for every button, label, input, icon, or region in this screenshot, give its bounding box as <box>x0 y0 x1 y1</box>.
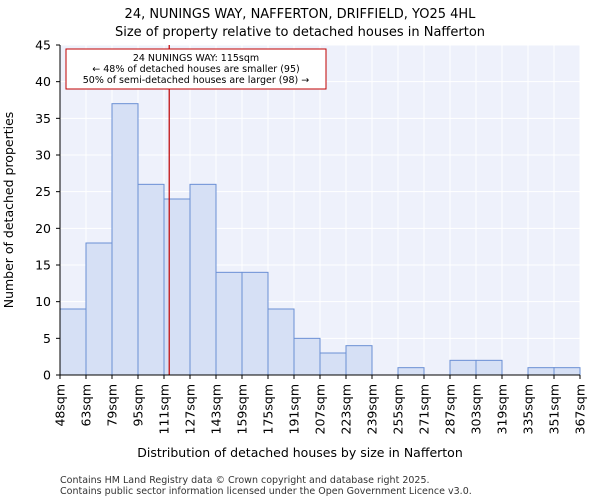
x-tick-label: 223sqm <box>339 384 354 434</box>
x-tick-label: 207sqm <box>313 384 328 434</box>
bar <box>553 367 581 376</box>
x-axis-label: Distribution of detached houses by size … <box>137 445 463 460</box>
annotation-line-1: 24 NUNINGS WAY: 115sqm <box>133 53 259 64</box>
x-ticks: 48sqm 63sqm 79sqm 95sqm 111sqm 127sqm 143sqm 15… <box>53 375 588 434</box>
annotation-box <box>65 48 327 90</box>
x-tick-label: 271sqm <box>417 384 432 434</box>
bar <box>267 308 295 376</box>
y-tick-label: 25 <box>35 184 51 199</box>
chart-title: 24, NUNINGS WAY, NAFFERTON, DRIFFIELD, Y… <box>125 7 477 22</box>
y-tick-label: 35 <box>35 111 51 126</box>
x-tick-label: 287sqm <box>443 384 458 434</box>
x-tick-label: 48sqm <box>53 384 68 427</box>
bar <box>475 359 503 376</box>
annotation-line-3: 50% of semi-detached houses are larger (… <box>83 75 310 86</box>
y-tick-label: 15 <box>35 258 51 273</box>
bar <box>189 183 217 376</box>
y-tick-label: 45 <box>35 38 51 53</box>
x-tick-label: 335sqm <box>521 384 536 434</box>
x-tick-label: 79sqm <box>105 384 120 427</box>
y-ticks: 0 5 10 15 20 25 30 35 40 45 <box>35 38 60 383</box>
footer-line-2: Contains public sector information licen… <box>60 486 472 497</box>
x-tick-label: 175sqm <box>261 384 276 434</box>
y-tick-label: 30 <box>35 148 51 163</box>
y-tick-label: 40 <box>35 74 51 89</box>
annotation-line-2: ← 48% of detached houses are smaller (95… <box>92 64 299 75</box>
bar <box>137 183 165 376</box>
bar <box>215 271 243 376</box>
bar <box>293 337 321 376</box>
bar <box>345 345 373 376</box>
x-tick-label: 303sqm <box>469 384 484 434</box>
x-tick-label: 367sqm <box>573 384 588 434</box>
bars <box>59 103 581 376</box>
x-tick-label: 159sqm <box>235 384 250 434</box>
bar <box>241 271 269 376</box>
bar <box>163 198 191 376</box>
bar <box>59 308 87 376</box>
bar <box>111 103 139 376</box>
footer-line-1: Contains HM Land Registry data © Crown c… <box>60 475 430 486</box>
bar <box>319 352 347 376</box>
bar <box>449 359 477 376</box>
x-tick-label: 351sqm <box>547 384 562 434</box>
x-tick-label: 239sqm <box>365 384 380 434</box>
y-tick-label: 5 <box>43 331 51 346</box>
bar <box>85 242 113 376</box>
bar <box>527 367 555 376</box>
y-axis-label: Number of detached properties <box>1 112 16 309</box>
chart-subtitle: Size of property relative to detached ho… <box>115 25 485 40</box>
marker-annotation: 24 NUNINGS WAY: 115sqm ← 48% of detached… <box>65 48 327 90</box>
x-tick-label: 255sqm <box>391 384 406 434</box>
x-tick-label: 127sqm <box>183 384 198 434</box>
bar <box>397 367 425 376</box>
y-tick-label: 0 <box>43 368 51 383</box>
x-tick-label: 95sqm <box>131 384 146 427</box>
x-tick-label: 63sqm <box>79 384 94 427</box>
x-tick-label: 143sqm <box>209 384 224 434</box>
x-tick-label: 319sqm <box>495 384 510 434</box>
y-tick-label: 20 <box>35 221 51 236</box>
x-tick-label: 111sqm <box>157 384 172 434</box>
x-tick-label: 191sqm <box>287 384 302 434</box>
y-tick-label: 10 <box>35 294 51 309</box>
